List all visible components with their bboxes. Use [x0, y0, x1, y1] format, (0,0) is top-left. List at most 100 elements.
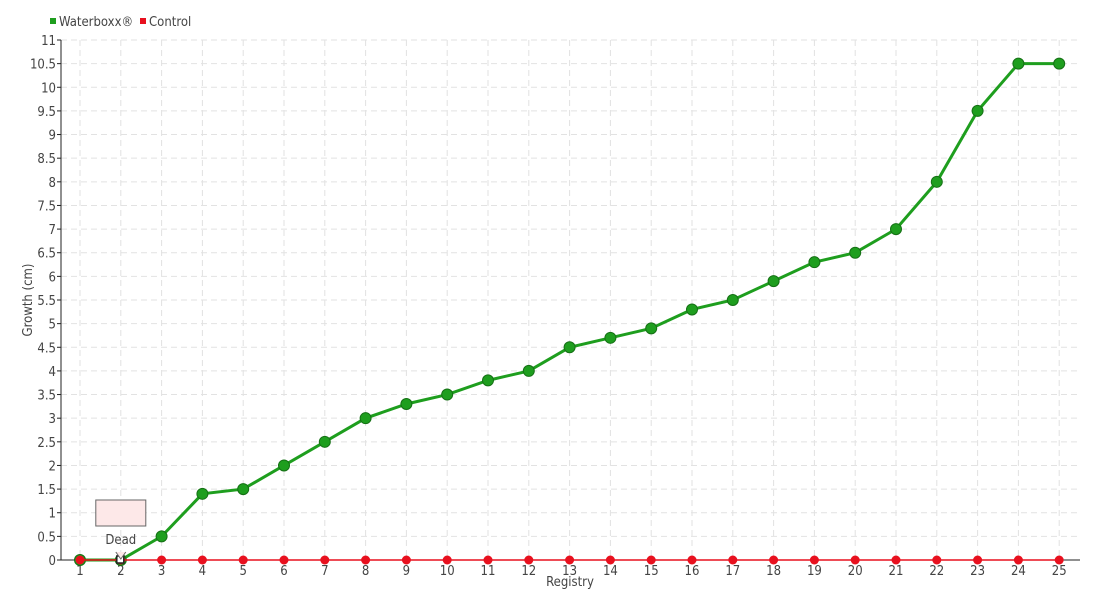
y-tick-label: 6.5 [37, 247, 56, 262]
data-point-waterboxx [645, 322, 658, 335]
data-point-waterboxx [278, 459, 290, 472]
y-tick-label: 9.5 [37, 105, 56, 120]
y-tick-label: 4.5 [37, 341, 56, 356]
data-point-control [769, 555, 779, 565]
data-point-control [605, 555, 615, 565]
data-point-control [361, 555, 371, 565]
y-tick-label: 10.5 [30, 58, 56, 73]
data-point-waterboxx [563, 341, 576, 354]
x-tick-label: 2 [117, 564, 124, 579]
data-point-control [932, 555, 942, 565]
y-tick-label: 1.5 [37, 483, 56, 498]
legend-swatch-waterboxx [50, 18, 56, 24]
data-point-waterboxx [196, 487, 209, 500]
y-tick-label: 7.5 [37, 199, 56, 214]
data-point-control [850, 555, 860, 565]
data-point-waterboxx [849, 246, 862, 259]
x-tick-label: 19 [807, 564, 822, 579]
x-tick-label: 6 [280, 564, 287, 579]
data-point-control [483, 555, 493, 565]
x-tick-label: 20 [848, 564, 863, 579]
data-point-waterboxx [318, 435, 331, 448]
data-point-control [279, 555, 289, 565]
x-tick-label: 4 [199, 564, 206, 579]
data-point-waterboxx [726, 294, 739, 306]
data-point-control [197, 555, 207, 565]
x-tick-label: 3 [158, 564, 165, 579]
data-point-waterboxx [522, 364, 535, 377]
y-tick-label: 9 [49, 129, 56, 144]
x-tick-label: 21 [889, 564, 904, 579]
data-point-waterboxx [400, 398, 413, 410]
x-tick-label: 7 [321, 564, 328, 579]
y-tick-label: 5.5 [37, 294, 56, 309]
grid [61, 39, 1080, 560]
data-point-waterboxx [1012, 57, 1025, 70]
y-tick-label: 7 [49, 223, 56, 238]
data-point-waterboxx [808, 256, 821, 269]
y-tick-label: 8.5 [37, 152, 56, 167]
y-tick-label: 11 [41, 34, 56, 49]
y-tick-label: 4 [49, 365, 56, 380]
x-tick-label: 17 [725, 564, 740, 579]
data-point-waterboxx [971, 104, 984, 117]
y-tick-label: 2 [49, 459, 56, 474]
data-point-control [524, 555, 534, 565]
data-point-waterboxx [482, 374, 494, 387]
x-tick-label: 13 [562, 564, 577, 579]
x-tick-label: 22 [929, 564, 944, 579]
legend-label-waterboxx[interactable]: Waterboxx® [59, 15, 133, 30]
y-tick-label: 5 [49, 318, 56, 333]
x-tick-label: 15 [644, 564, 659, 579]
data-point-waterboxx [441, 388, 454, 401]
y-tick-label: 8 [49, 176, 56, 191]
axes: 0 0.5 1 1.5 2 2.5 3 3.5 4 4.5 5 5.5 6 6.5 7 7.5 8 8.5 9 9.5… [30, 34, 1080, 579]
x-tick-label: 5 [239, 564, 246, 579]
data-point-control [320, 555, 330, 565]
data-point-waterboxx [767, 275, 780, 288]
data-point-control [565, 555, 575, 565]
data-point-control [75, 555, 85, 565]
data-point-control [809, 555, 819, 565]
x-tick-label: 12 [521, 564, 536, 579]
x-tick-label: 9 [403, 564, 410, 579]
data-point-waterboxx [930, 175, 943, 188]
data-point-control [442, 555, 452, 565]
legend: Waterboxx® Control [50, 15, 191, 30]
x-tick-label: 25 [1052, 564, 1067, 579]
data-point-control [238, 555, 248, 565]
y-axis-label: Growth (cm) [21, 264, 36, 337]
y-tick-label: 1 [49, 507, 56, 522]
data-point-control [1013, 555, 1023, 565]
y-tick-label: 2.5 [37, 436, 56, 451]
x-tick-label: 24 [1011, 564, 1026, 579]
y-tick-label: 6 [49, 270, 56, 285]
x-tick-label: 1 [76, 564, 83, 579]
data-point-control [646, 555, 656, 565]
legend-label-control[interactable]: Control [149, 15, 191, 30]
x-tick-label: 18 [766, 564, 781, 579]
x-axis-label: Registry [546, 575, 594, 590]
annotation-pointer [115, 551, 127, 560]
legend-swatch-control [140, 18, 146, 24]
x-tick-label: 23 [970, 564, 985, 579]
y-tick-label: 3.5 [37, 389, 56, 404]
x-tick-label: 16 [685, 564, 700, 579]
data-point-waterboxx [237, 483, 250, 496]
data-point-waterboxx [604, 331, 617, 344]
data-point-control [728, 555, 738, 565]
annotation: Dead [95, 499, 147, 564]
data-point-control [157, 555, 167, 565]
x-tick-label: 8 [362, 564, 369, 579]
annotation-box [95, 499, 147, 527]
data-point-waterboxx [155, 530, 168, 543]
data-point-control [687, 555, 697, 565]
data-point-waterboxx [686, 303, 698, 316]
x-tick-label: 10 [440, 564, 455, 579]
data-point-control [891, 555, 901, 565]
data-point-waterboxx [359, 412, 372, 425]
data-point-control [401, 555, 411, 565]
data-point-control [1054, 555, 1064, 565]
x-tick-label: 11 [481, 564, 496, 579]
